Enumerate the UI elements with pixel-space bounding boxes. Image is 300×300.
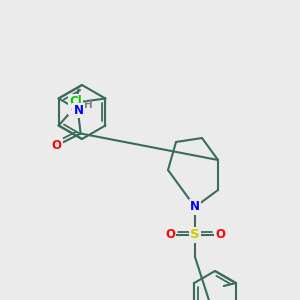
Text: S: S (190, 229, 200, 242)
Text: O: O (215, 229, 225, 242)
Text: O: O (70, 101, 80, 114)
Text: N: N (190, 200, 200, 214)
Text: H: H (84, 100, 93, 110)
Text: Cl: Cl (69, 95, 82, 108)
Text: N: N (74, 104, 84, 117)
Text: O: O (165, 229, 175, 242)
Text: O: O (52, 139, 61, 152)
